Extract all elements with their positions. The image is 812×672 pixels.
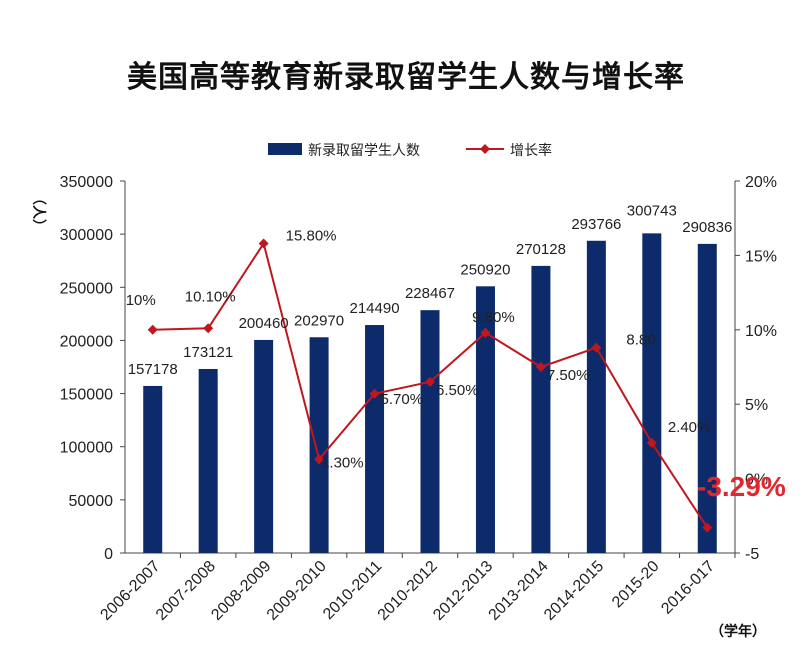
bar-data-label: 228467 bbox=[405, 285, 455, 302]
growth-rate-point bbox=[535, 362, 546, 372]
chart-title: 美国高等教育新录取留学生人数与增长率 bbox=[127, 60, 685, 95]
legend-marker-line bbox=[480, 144, 490, 154]
legend-swatch-bars bbox=[268, 143, 302, 155]
bar bbox=[365, 325, 385, 553]
bar-data-label: 200460 bbox=[239, 315, 289, 332]
legend-label-line: 增长率 bbox=[510, 142, 552, 159]
bar-data-label: 250920 bbox=[460, 261, 510, 278]
y-tick-label-right: -5 bbox=[745, 546, 759, 563]
bar-data-label: 270128 bbox=[516, 241, 566, 258]
growth-rate-label: 10% bbox=[126, 292, 156, 309]
growth-rate-label: 5.70% bbox=[381, 391, 424, 408]
bar bbox=[531, 265, 551, 553]
growth-rate-label: 7.50% bbox=[547, 367, 590, 384]
growth-rate-label: 15.80% bbox=[286, 227, 337, 244]
y-tick-label-right: 20% bbox=[745, 174, 777, 191]
y-tick-label-left: 250000 bbox=[60, 280, 113, 297]
bar bbox=[586, 240, 606, 553]
bar bbox=[143, 385, 163, 553]
bar-data-label: 202970 bbox=[294, 312, 344, 329]
growth-rate-label: 9.80% bbox=[472, 309, 515, 326]
y-tick-label-left: 350000 bbox=[60, 174, 113, 191]
y-tick-label-left: 50000 bbox=[69, 493, 114, 510]
bar bbox=[254, 339, 274, 553]
y-tick-label-right: 5% bbox=[745, 397, 768, 414]
bar bbox=[420, 310, 440, 553]
bar bbox=[309, 337, 329, 553]
bar-data-label: 214490 bbox=[350, 300, 400, 317]
y-tick-label-right: 15% bbox=[745, 248, 777, 265]
bar-data-label: 293766 bbox=[571, 216, 621, 233]
x-tick-label: 2016-017 bbox=[658, 558, 718, 618]
growth-rate-point bbox=[480, 327, 491, 338]
bar bbox=[697, 243, 717, 553]
bar bbox=[198, 368, 218, 553]
y-tick-label-right: 10% bbox=[745, 323, 777, 340]
growth-rate-point bbox=[369, 388, 380, 399]
y-tick-label-left: 300000 bbox=[60, 227, 113, 244]
growth-rate-point bbox=[425, 376, 435, 387]
bar bbox=[642, 233, 662, 553]
growth-rate-point bbox=[258, 238, 269, 249]
x-axis-label: （学年） bbox=[710, 623, 766, 640]
growth-rate-point bbox=[203, 323, 214, 334]
y-axis-label: （人） bbox=[30, 191, 47, 233]
growth-rate-label: 10.10% bbox=[185, 288, 236, 305]
growth-rate-label: 6.50% bbox=[436, 382, 479, 399]
growth-rate-label: 2.40% bbox=[668, 419, 711, 436]
y-tick-label-right: 0% bbox=[745, 472, 768, 489]
growth-rate-label: 8.80 bbox=[626, 332, 655, 349]
y-tick-label-left: 200000 bbox=[60, 333, 113, 350]
bar-data-label: 173121 bbox=[183, 344, 233, 361]
x-tick-label: 2009-2010 bbox=[264, 558, 330, 624]
x-tick-label: 2015-20 bbox=[609, 558, 663, 612]
growth-rate-point bbox=[314, 454, 325, 465]
legend-label-bars: 新录取留学生人数 bbox=[308, 143, 420, 159]
x-tick-label: 2014-2015 bbox=[541, 558, 607, 624]
growth-rate-label: 1.30% bbox=[321, 454, 364, 471]
bar-data-label: 157178 bbox=[128, 361, 178, 378]
y-tick-label-left: 0 bbox=[104, 546, 113, 563]
bar-data-label: 300743 bbox=[627, 202, 677, 219]
bar-data-label: 290836 bbox=[682, 219, 732, 236]
growth-rate-point bbox=[702, 522, 713, 533]
y-tick-label-left: 150000 bbox=[60, 387, 113, 404]
growth-rate-callout: -3.29% bbox=[697, 471, 786, 502]
growth-rate-point bbox=[646, 437, 657, 448]
bar bbox=[475, 286, 495, 553]
growth-rate-point bbox=[591, 342, 602, 353]
growth-rate-point bbox=[147, 324, 158, 335]
y-tick-label-left: 100000 bbox=[60, 440, 113, 457]
